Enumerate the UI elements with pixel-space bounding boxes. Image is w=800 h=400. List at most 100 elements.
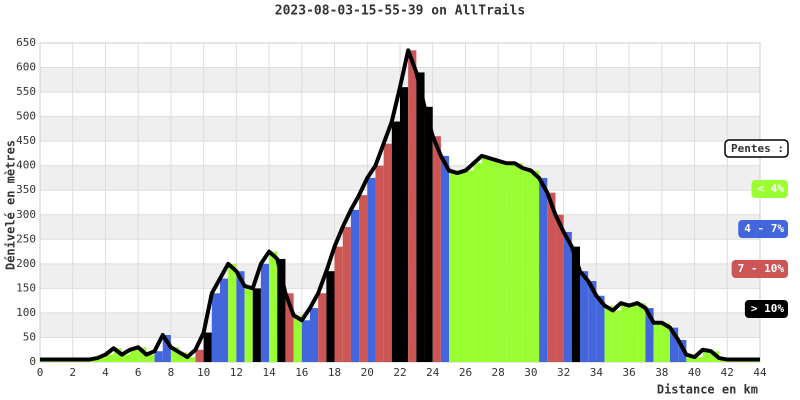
x-tick-label: 42: [721, 366, 734, 379]
x-tick-label: 28: [492, 366, 505, 379]
slope-bar: [154, 351, 163, 362]
slope-bar: [138, 347, 147, 362]
slope-bar: [612, 310, 621, 362]
slope-bar: [530, 170, 540, 362]
slope-bar: [661, 322, 670, 362]
slope-bar: [318, 293, 327, 362]
y-tick-label: 250: [16, 232, 36, 245]
slope-bar: [359, 195, 368, 362]
y-tick-label: 0: [29, 355, 36, 368]
slope-bar: [424, 106, 433, 362]
y-tick-label: 450: [16, 134, 36, 147]
y-tick-label: 50: [23, 330, 36, 343]
x-tick-label: 26: [459, 366, 472, 379]
slope-bar: [383, 143, 392, 362]
slope-bar: [326, 271, 335, 362]
slope-bar: [440, 155, 450, 362]
slope-bar: [195, 349, 204, 362]
y-tick-label: 100: [16, 306, 36, 319]
y-tick-label: 650: [16, 36, 36, 49]
y-tick-label: 150: [16, 281, 36, 294]
slope-bar: [522, 168, 531, 362]
chart-title: 2023-08-03-15-55-39 on AllTrails: [275, 4, 525, 19]
slope-bar: [277, 258, 286, 362]
slope-bar: [170, 347, 180, 362]
x-axis-label: Distance en km: [657, 383, 758, 397]
slope-bar: [457, 173, 466, 362]
slope-bar: [375, 165, 384, 362]
slope-bar: [260, 263, 270, 362]
slope-bar: [203, 332, 212, 362]
slope-bar: [506, 163, 515, 362]
slope-bar: [629, 305, 638, 362]
legend-label: > 10%: [751, 302, 784, 315]
y-tick-label: 500: [16, 110, 36, 123]
slope-bar: [350, 209, 360, 362]
slope-bar: [473, 163, 482, 362]
slope-bar: [432, 136, 441, 362]
legend-title: Pentes :: [731, 142, 784, 155]
x-tick-label: 30: [524, 366, 537, 379]
slope-bar: [97, 358, 106, 362]
slope-bar: [130, 349, 139, 362]
slope-bar: [563, 231, 572, 362]
slope-bar: [547, 192, 556, 362]
slope-bar: [539, 177, 548, 362]
legend-swatch: [731, 260, 788, 278]
slope-bar: [367, 177, 376, 362]
x-tick-label: 34: [590, 366, 604, 379]
slope-bar: [301, 320, 310, 362]
y-tick-label: 300: [16, 208, 36, 221]
x-tick-label: 0: [37, 366, 44, 379]
slope-bar: [571, 246, 580, 362]
legend: Pentes : < 4% 4 - 7% 7 - 10% > 10%: [724, 139, 789, 318]
y-tick-label: 200: [16, 257, 36, 270]
slope-bar: [236, 271, 245, 362]
slope-bar: [670, 327, 679, 362]
slope-bar: [449, 170, 458, 362]
x-tick-label: 20: [361, 366, 374, 379]
slope-bar: [637, 303, 646, 362]
x-tick-label: 24: [426, 366, 440, 379]
slope-bar: [310, 308, 319, 362]
slope-bar: [620, 303, 630, 362]
x-tick-label: 4: [102, 366, 109, 379]
slope-bar: [244, 285, 253, 362]
slope-bar: [342, 227, 351, 362]
y-tick-label: 350: [16, 183, 36, 196]
x-tick-label: 16: [295, 366, 308, 379]
slope-bar: [211, 293, 220, 362]
slope-bar: [686, 354, 695, 362]
slope-bar: [596, 295, 605, 362]
slope-bar: [604, 305, 613, 362]
x-tick-label: 32: [557, 366, 570, 379]
slope-bar: [498, 160, 507, 362]
legend-label: 7 - 10%: [738, 262, 785, 275]
slope-bar: [465, 170, 474, 362]
x-tick-label: 40: [688, 366, 701, 379]
slope-bar: [481, 155, 490, 362]
x-tick-label: 2: [69, 366, 76, 379]
profile-line: [40, 48, 760, 362]
legend-swatch: [738, 220, 788, 238]
y-tick-label: 550: [16, 85, 36, 98]
slope-bar: [146, 354, 155, 362]
legend-swatch: [744, 300, 788, 318]
slope-bar: [391, 121, 400, 363]
x-tick-label: 36: [622, 366, 635, 379]
x-tick-label: 14: [262, 366, 276, 379]
x-tick-label: 22: [393, 366, 406, 379]
slope-bar: [121, 354, 130, 362]
x-tick-label: 12: [230, 366, 243, 379]
slope-bar: [187, 357, 196, 362]
slope-bar: [702, 349, 711, 362]
slope-bar: [220, 278, 229, 362]
slope-bar: [179, 352, 188, 362]
slope-bar: [588, 281, 597, 362]
legend-label: < 4%: [758, 182, 785, 195]
slope-bar: [416, 72, 425, 362]
slope-bar: [514, 163, 523, 362]
slope-bar: [162, 335, 171, 362]
slope-bar: [285, 293, 294, 362]
x-tick-label: 18: [328, 366, 341, 379]
